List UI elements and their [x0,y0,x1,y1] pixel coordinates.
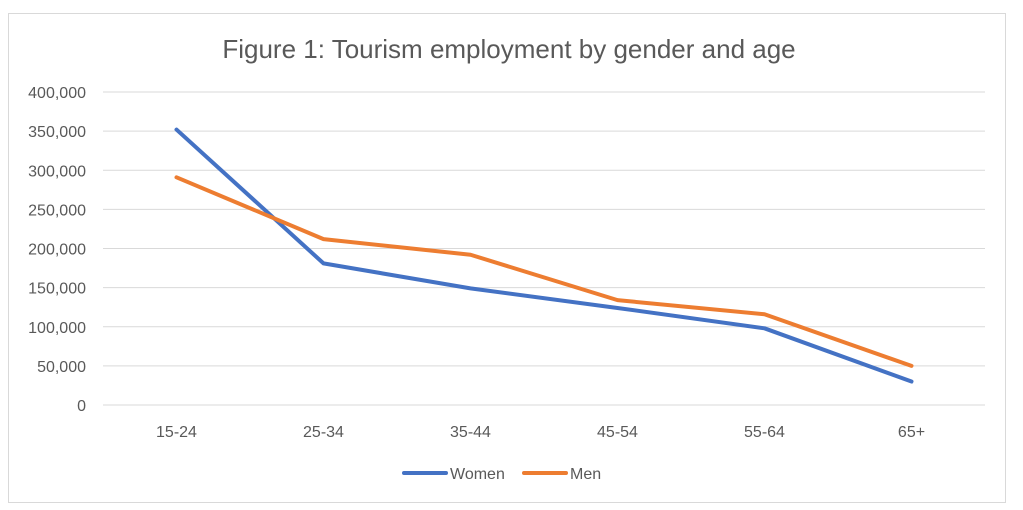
y-tick-label: 100,000 [28,320,86,337]
chart-title: Figure 1: Tourism employment by gender a… [222,34,795,64]
y-tick-label: 350,000 [28,124,86,141]
x-axis-labels: 15-24 25-34 35-44 45-54 55-64 65+ [156,424,925,441]
legend-label-men: Men [570,466,601,483]
gridlines [103,91,985,406]
legend: Women Men [402,466,601,483]
y-tick-label: 50,000 [37,359,86,376]
x-tick-label: 25-34 [303,424,344,441]
x-tick-label: 45-54 [597,424,638,441]
x-tick-label: 65+ [898,424,925,441]
y-tick-label: 250,000 [28,202,86,219]
series-line-men [174,175,914,368]
y-axis-labels: 0 50,000 100,000 150,000 200,000 250,000 300,0… [28,85,86,415]
series-lines [174,127,914,384]
y-tick-label: 200,000 [28,242,86,259]
x-tick-label: 55-64 [744,424,785,441]
y-tick-label: 400,000 [28,85,86,102]
x-tick-label: 35-44 [450,424,491,441]
y-tick-label: 150,000 [28,281,86,298]
chart-frame [8,13,1006,503]
legend-label-women: Women [450,466,505,483]
y-tick-label: 0 [77,398,86,415]
series-line-women [174,127,914,384]
y-tick-label: 300,000 [28,163,86,180]
x-tick-label: 15-24 [156,424,197,441]
